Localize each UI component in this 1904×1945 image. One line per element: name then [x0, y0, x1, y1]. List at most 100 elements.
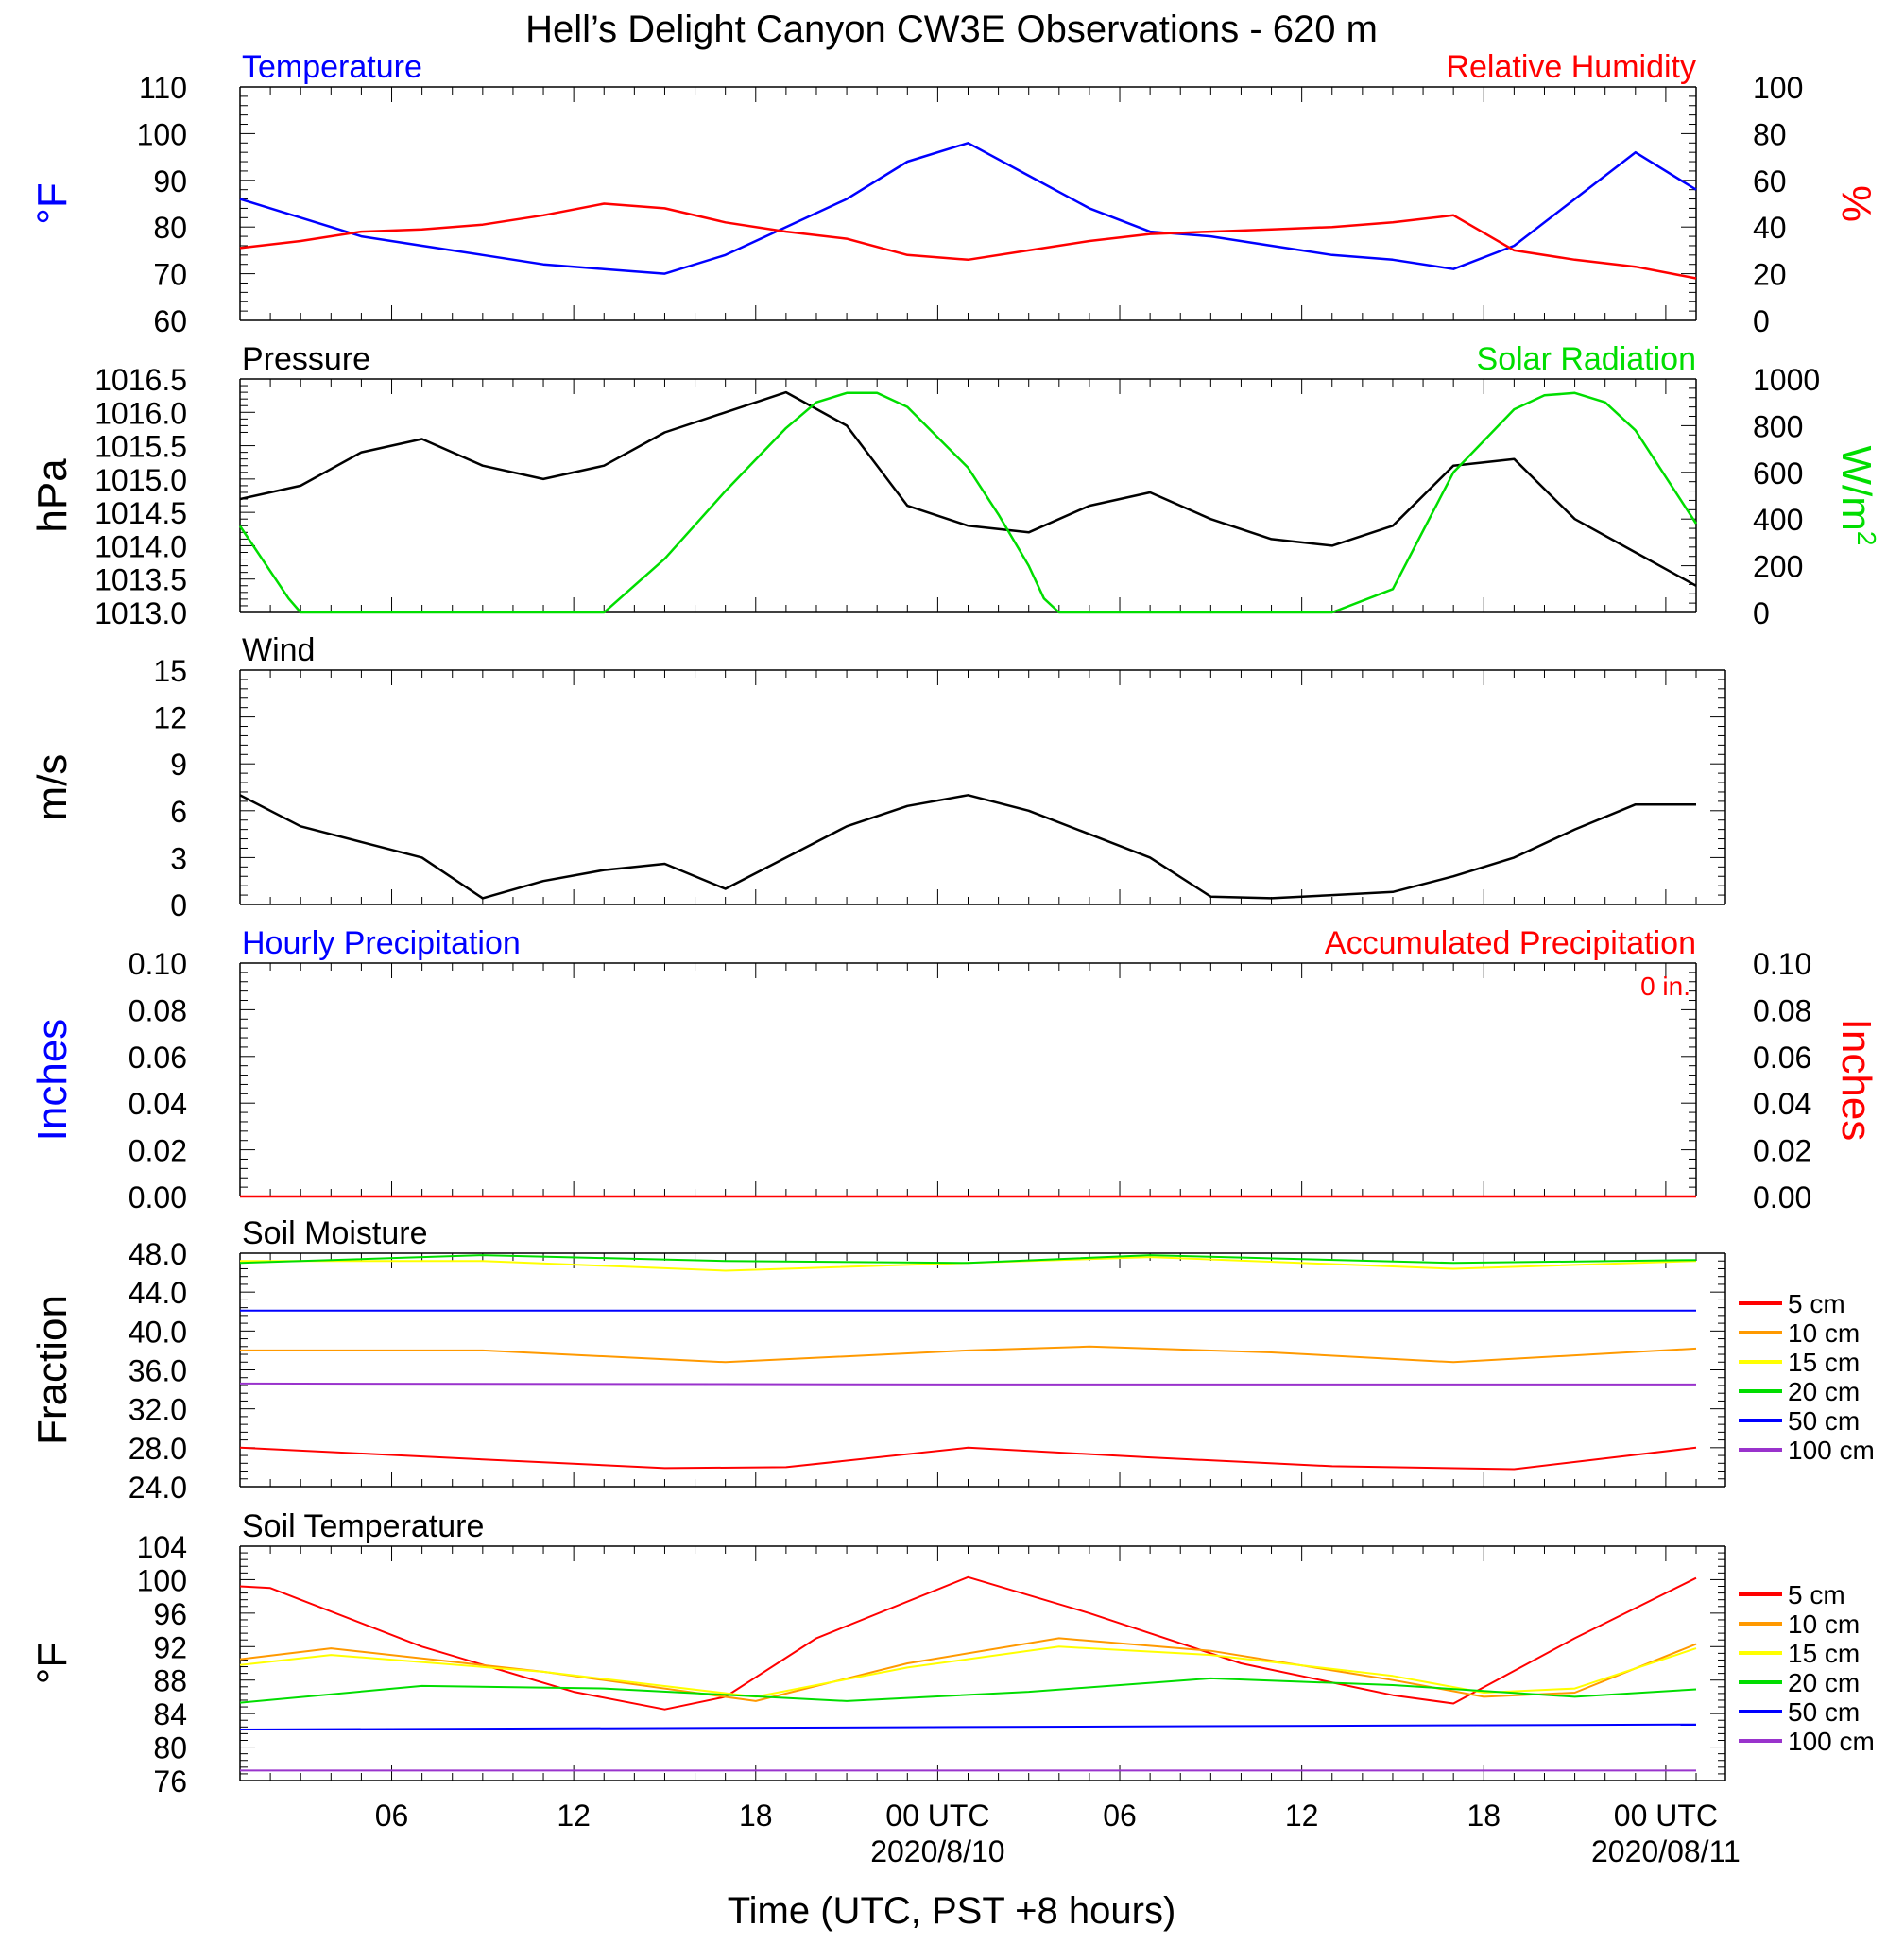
y-tick-label: 1013.5 — [94, 563, 187, 597]
y-right-tick-label: 60 — [1753, 164, 1787, 198]
panel-soil_moisture: 48.0 44.0 40.0 36.0 32.0 28.0 24.0 Soil Moistur… — [29, 1215, 1875, 1505]
y-tick-label: 0.08 — [129, 993, 187, 1027]
legend-label: 20 cm — [1788, 1377, 1860, 1406]
y-tick-label: 1013.0 — [94, 596, 187, 630]
panel-title-left: Temperature — [242, 49, 422, 85]
y-right-tick-label: 0 — [1753, 596, 1770, 630]
y-tick-label: 104 — [137, 1530, 187, 1564]
y-tick-label: 6 — [170, 795, 187, 829]
series-line-blue — [239, 142, 1697, 275]
y-tick-label: 1015.5 — [94, 430, 187, 464]
panel-precip: 0.10 0.08 0.06 0.04 0.02 0.00 0.10 0.08 0.06 0.04… — [29, 925, 1879, 1214]
y-right-tick-label: 800 — [1753, 409, 1803, 443]
y-right-tick-label: 0.06 — [1753, 1041, 1811, 1075]
panel-title-left: Pressure — [242, 341, 370, 377]
y-right-tick-label: 20 — [1753, 258, 1787, 292]
y-tick-label: 96 — [153, 1597, 187, 1631]
y-right-tick-label: 0.10 — [1753, 947, 1811, 981]
y-tick-label: 92 — [153, 1630, 187, 1664]
precip-total-annotation: 0 in. — [1640, 972, 1690, 1001]
series-line-red — [239, 202, 1697, 280]
series-line-20cm — [239, 1254, 1697, 1265]
legend-label: 50 cm — [1788, 1406, 1860, 1436]
series-line-5cm — [239, 1575, 1697, 1711]
y-axis-label-left: hPa — [29, 458, 76, 533]
legend-label: 10 cm — [1788, 1318, 1860, 1348]
y-axis-label-left: Inches — [29, 1019, 76, 1142]
x-tick-label: 00 UTC — [1614, 1799, 1718, 1833]
panel-title-right: Solar Radiation — [1477, 341, 1696, 377]
y-tick-label: 90 — [153, 164, 187, 198]
series-line-10cm — [239, 1637, 1697, 1702]
y-axis-label-right: % — [1833, 185, 1879, 222]
series-line-green — [238, 391, 1698, 614]
y-right-tick-label: 400 — [1753, 503, 1803, 537]
y-tick-label: 1016.0 — [94, 396, 187, 430]
y-tick-label: 1016.5 — [94, 363, 187, 397]
y-tick-label: 84 — [153, 1697, 187, 1731]
series-line-5cm — [239, 1446, 1697, 1471]
panel-title-right: Accumulated Precipitation — [1325, 925, 1696, 961]
series-line-50cm — [239, 1723, 1697, 1730]
y-axis-label-superscript: 2 — [1852, 531, 1881, 546]
y-tick-label: 28.0 — [129, 1432, 187, 1466]
series-line-black — [239, 794, 1696, 900]
y-right-tick-label: 0.08 — [1753, 993, 1811, 1027]
y-tick-label: 15 — [153, 654, 187, 688]
x-axis-label: Time (UTC, PST +8 hours) — [728, 1890, 1176, 1932]
panel-title-right: Relative Humidity — [1446, 49, 1696, 85]
y-tick-label: 9 — [170, 748, 187, 782]
y-tick-label: 3 — [170, 841, 187, 875]
y-right-tick-label: 600 — [1753, 456, 1803, 491]
y-tick-label: 0 — [170, 888, 187, 922]
x-date-label: 2020/08/11 — [1591, 1834, 1741, 1868]
panel-title-left: Hourly Precipitation — [242, 925, 521, 961]
panel-title-left: Wind — [242, 632, 315, 668]
legend-label: 15 cm — [1788, 1348, 1860, 1377]
x-tick-label: 12 — [557, 1799, 591, 1833]
y-right-tick-label: 40 — [1753, 211, 1787, 245]
legend-label: 20 cm — [1788, 1668, 1860, 1697]
legend-label: 50 cm — [1788, 1697, 1860, 1727]
y-tick-label: 110 — [139, 71, 187, 105]
x-tick-label: 06 — [375, 1799, 409, 1833]
panel-temp_rh: 110 100 90 80 70 60 100 80 60 40 20 0 Temperature Rel… — [29, 49, 1879, 338]
y-tick-label: 0.02 — [129, 1134, 187, 1168]
y-tick-label: 0.04 — [129, 1087, 187, 1121]
y-right-tick-label: 0 — [1753, 304, 1770, 338]
y-axis-label-right: W/m2 — [1833, 446, 1881, 546]
legend-label: 5 cm — [1788, 1289, 1845, 1318]
y-right-tick-label: 0.04 — [1753, 1087, 1811, 1121]
y-right-tick-label: 100 — [1753, 71, 1803, 105]
legend-label: 100 cm — [1788, 1436, 1875, 1465]
y-tick-label: 60 — [153, 304, 187, 338]
y-tick-label: 36.0 — [129, 1354, 187, 1388]
y-right-tick-label: 1000 — [1753, 363, 1820, 397]
x-date-label: 2020/8/10 — [870, 1834, 1004, 1868]
page-title: Hell’s Delight Canyon CW3E Observations … — [525, 9, 1378, 50]
x-tick-label: 18 — [1467, 1799, 1501, 1833]
y-tick-label: 1014.0 — [94, 529, 187, 563]
y-axis-label-left: m/s — [29, 754, 76, 821]
y-tick-label: 24.0 — [129, 1471, 187, 1505]
y-tick-label: 100 — [137, 1563, 187, 1597]
series-line-20cm — [239, 1677, 1697, 1704]
panel-wind: 15 12 9 6 3 0 Wind m/s — [29, 632, 1726, 922]
y-tick-label: 70 — [153, 258, 187, 292]
y-tick-label: 12 — [153, 701, 187, 735]
y-tick-label: 88 — [153, 1664, 187, 1698]
series-line-100cm — [239, 1382, 1696, 1386]
y-tick-label: 32.0 — [129, 1393, 187, 1427]
y-tick-label: 0.00 — [129, 1180, 187, 1214]
x-tick-label: 12 — [1285, 1799, 1319, 1833]
y-tick-label: 100 — [137, 117, 187, 151]
series-line-10cm — [240, 1345, 1697, 1364]
series-line-black — [239, 390, 1697, 587]
y-tick-label: 44.0 — [129, 1276, 187, 1310]
y-axis-label-left: Fraction — [29, 1295, 76, 1445]
x-tick-label: 00 UTC — [885, 1799, 989, 1833]
